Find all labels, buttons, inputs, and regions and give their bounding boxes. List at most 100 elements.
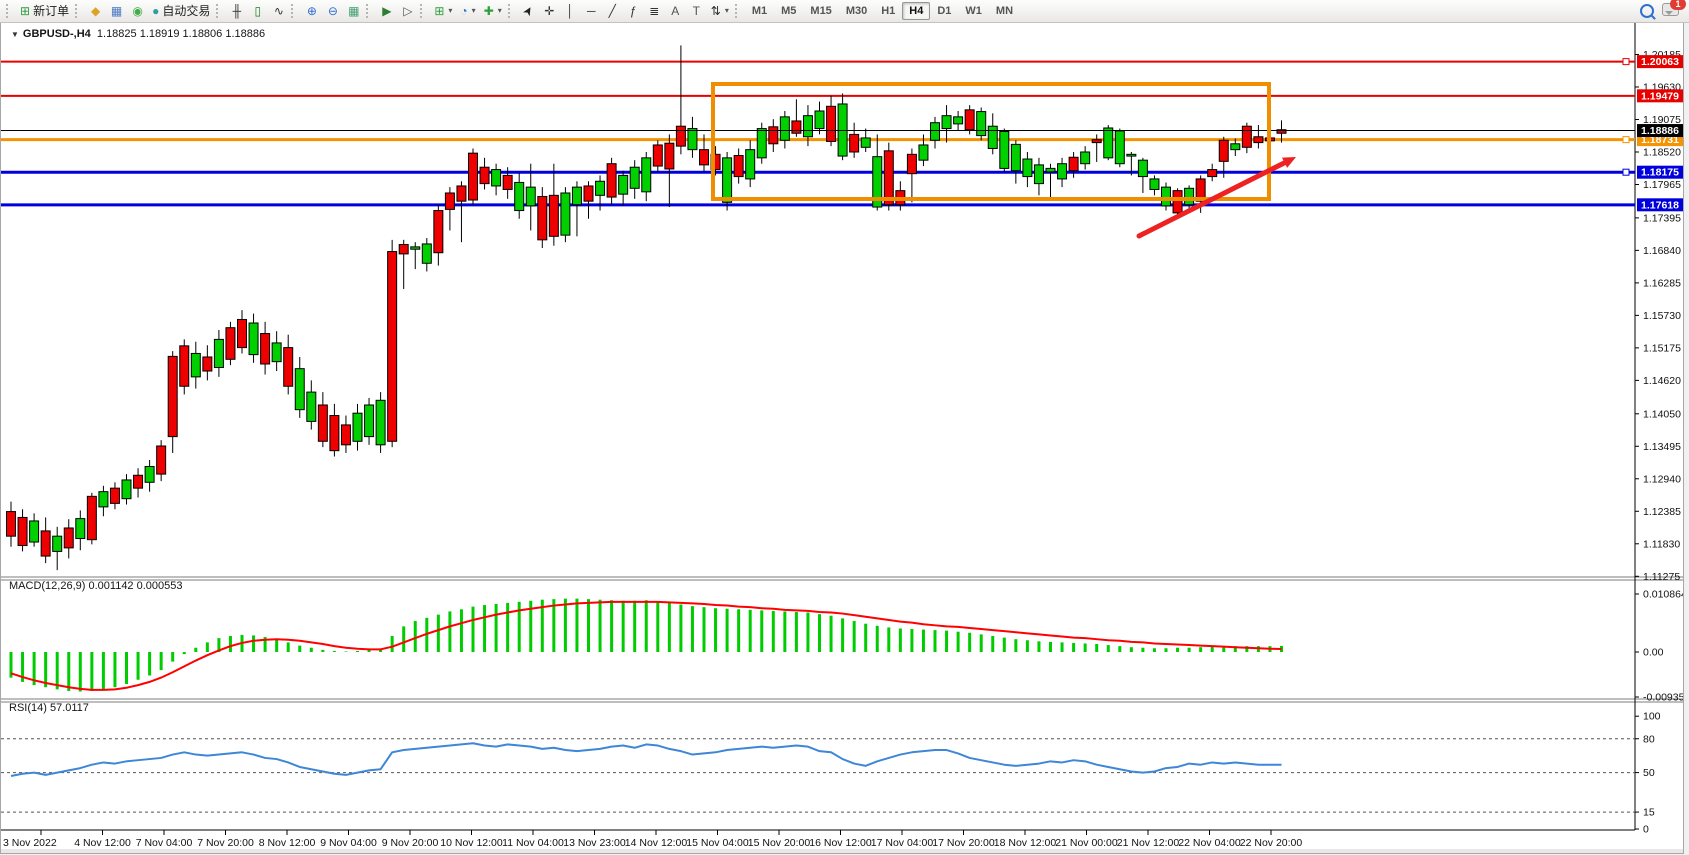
shapes-tool-button[interactable]: ⇅ ▾ — [707, 2, 733, 21]
zoom-in-button[interactable]: ⊕ — [301, 2, 322, 21]
line-chart-type-button[interactable]: ∿ — [268, 2, 289, 21]
auto-scroll-icon: ▶ — [382, 4, 392, 18]
horizontal-level-lines[interactable]: 1.20063 1.19479 1.18731 1.18175 1.17618 — [1, 55, 1683, 212]
autotrade-button[interactable]: ● 自动交易 — [148, 2, 214, 21]
rsi-pane-label: RSI(14) 57.0117 — [9, 702, 89, 714]
trendline-tool-button[interactable]: ╱ — [602, 2, 623, 21]
current-price-line: 1.18886 — [1, 124, 1683, 138]
crosshair-tool-icon: ✛ — [544, 4, 555, 18]
notifications-button[interactable]: 1 — [1662, 0, 1686, 19]
svg-text:1.13495: 1.13495 — [1643, 441, 1681, 453]
timeframe-m1-button[interactable]: M1 — [745, 2, 774, 20]
svg-text:1.11830: 1.11830 — [1643, 538, 1680, 550]
chart-title: ▼ GBPUSD-,H4 1.18825 1.18919 1.18806 1.18… — [11, 28, 265, 40]
svg-text:1.12940: 1.12940 — [1643, 473, 1681, 485]
chart-collapse-icon[interactable]: ▼ — [11, 30, 19, 39]
search-icon[interactable] — [1640, 4, 1654, 18]
svg-text:1.19479: 1.19479 — [1641, 90, 1679, 102]
date-axis[interactable]: 3 Nov 2022 4 Nov 12:00 7 Nov 04:00 7 Nov 20… — [3, 830, 1302, 849]
trend-arrow[interactable] — [1136, 157, 1296, 239]
label-tool-button[interactable]: T — [686, 2, 707, 21]
svg-text:1.17965: 1.17965 — [1643, 179, 1681, 191]
vline-tool-button[interactable]: │ — [560, 2, 581, 21]
tile-windows-button[interactable]: ▦ — [343, 2, 364, 21]
timeframe-h4-button[interactable]: H4 — [902, 2, 931, 20]
svg-text:1.17618: 1.17618 — [1641, 199, 1679, 211]
svg-text:0.010864: 0.010864 — [1643, 589, 1683, 601]
new-order-button[interactable]: ⊞ 新订单 — [16, 2, 73, 21]
svg-text:18 Nov 12:00: 18 Nov 12:00 — [994, 837, 1057, 849]
signals-button[interactable]: ◉ — [127, 2, 148, 21]
svg-text:9 Nov 20:00: 9 Nov 20:00 — [382, 837, 439, 849]
svg-text:22 Nov 20:00: 22 Nov 20:00 — [1240, 837, 1303, 849]
svg-text:21 Nov 00:00: 21 Nov 00:00 — [1055, 837, 1118, 849]
svg-text:1.16840: 1.16840 — [1643, 245, 1681, 257]
gold-chart-button[interactable]: ◆ — [85, 2, 106, 21]
candle-chart-type-button[interactable]: ▯ — [247, 2, 268, 21]
svg-text:1.17395: 1.17395 — [1643, 212, 1681, 224]
macd-pane-label: MACD(12,26,9) 0.001142 0.000553 — [9, 580, 182, 592]
chart-canvas[interactable]: 1.201851.196301.190751.185201.179651.173… — [1, 23, 1683, 853]
timeframe-d1-button[interactable]: D1 — [930, 2, 958, 20]
tile-windows-icon: ▦ — [348, 4, 360, 18]
hline-tool-button[interactable]: ─ — [581, 2, 602, 21]
svg-text:1.15730: 1.15730 — [1643, 310, 1681, 322]
timeframe-m30-button[interactable]: M30 — [839, 2, 874, 20]
zoom-out-button[interactable]: ⊖ — [322, 2, 343, 21]
chart-shift-icon: ▷ — [403, 4, 413, 18]
bar-chart-type-button[interactable]: ╫ — [226, 2, 247, 21]
rsi-indicator-value: 57.0117 — [49, 702, 89, 714]
crosshair-tool-button[interactable]: ✛ — [539, 2, 560, 21]
svg-text:1.14050: 1.14050 — [1643, 408, 1681, 420]
channel-tool-button[interactable]: ≣ — [644, 2, 665, 21]
timeframe-mn-button[interactable]: MN — [989, 2, 1020, 20]
candle-chart-type-icon: ▯ — [254, 4, 262, 18]
toolbar-separator — [366, 4, 372, 18]
autotrade-icon: ● — [152, 4, 160, 18]
chevron-down-icon: ▾ — [448, 6, 453, 15]
svg-text:1.19075: 1.19075 — [1643, 114, 1681, 126]
svg-text:17 Nov 20:00: 17 Nov 20:00 — [932, 837, 995, 849]
svg-text:0.00: 0.00 — [1643, 647, 1664, 659]
cursor-tool-button[interactable]: ➤ — [518, 2, 539, 21]
svg-text:10 Nov 12:00: 10 Nov 12:00 — [440, 837, 503, 849]
svg-text:15 Nov 20:00: 15 Nov 20:00 — [748, 837, 811, 849]
timeframe-h1-button[interactable]: H1 — [874, 2, 902, 20]
chart-ohlc-values: 1.18825 1.18919 1.18806 1.18886 — [96, 28, 266, 40]
svg-text:1.16285: 1.16285 — [1643, 277, 1681, 289]
cursor-tool-icon: ➤ — [519, 3, 537, 19]
periods-button[interactable]: ◔ ▾ — [456, 2, 479, 21]
svg-text:1.18520: 1.18520 — [1643, 146, 1681, 158]
svg-text:1.12385: 1.12385 — [1643, 506, 1681, 518]
auto-scroll-button[interactable]: ▶ — [376, 2, 397, 21]
indicators-button[interactable]: ✚ ▾ — [480, 2, 506, 21]
shapes-tool-icon: ⇅ — [710, 4, 721, 18]
svg-text:17 Nov 04:00: 17 Nov 04:00 — [871, 837, 934, 849]
chevron-down-icon: ▾ — [497, 6, 502, 15]
periods-icon: ◔ — [460, 4, 468, 18]
macd-indicator-name: MACD(12,26,9) — [9, 580, 86, 592]
timeframe-m5-button[interactable]: M5 — [774, 2, 803, 20]
chart-shift-button[interactable]: ▷ — [397, 2, 418, 21]
line-chart-type-icon: ∿ — [273, 4, 284, 18]
notification-count-badge: 1 — [1670, 0, 1686, 10]
svg-text:13 Nov 23:00: 13 Nov 23:00 — [563, 837, 626, 849]
chevron-down-icon: ▾ — [471, 6, 476, 15]
toolbar-separator — [216, 4, 222, 18]
timeframe-m15-button[interactable]: M15 — [803, 2, 838, 20]
svg-text:1.18886: 1.18886 — [1641, 125, 1679, 137]
terminal-button[interactable]: ▦ — [106, 2, 127, 21]
toolbar-separator — [507, 4, 514, 18]
text-tool-button[interactable]: A — [665, 2, 686, 21]
new-chart-button[interactable]: ⊞ ▾ — [430, 2, 456, 21]
fibo-tool-button[interactable]: ƒ — [623, 2, 644, 21]
svg-text:1.11275: 1.11275 — [1643, 571, 1680, 583]
new-order-icon: ⊞ — [20, 4, 31, 18]
consolidation-rectangle[interactable] — [711, 82, 1271, 201]
svg-text:1.20063: 1.20063 — [1641, 56, 1679, 68]
trendline-tool-icon: ╱ — [608, 4, 616, 18]
indicators-icon: ✚ — [483, 4, 494, 18]
svg-text:1.14620: 1.14620 — [1643, 375, 1681, 387]
svg-text:8 Nov 12:00: 8 Nov 12:00 — [259, 837, 316, 849]
timeframe-w1-button[interactable]: W1 — [958, 2, 989, 20]
